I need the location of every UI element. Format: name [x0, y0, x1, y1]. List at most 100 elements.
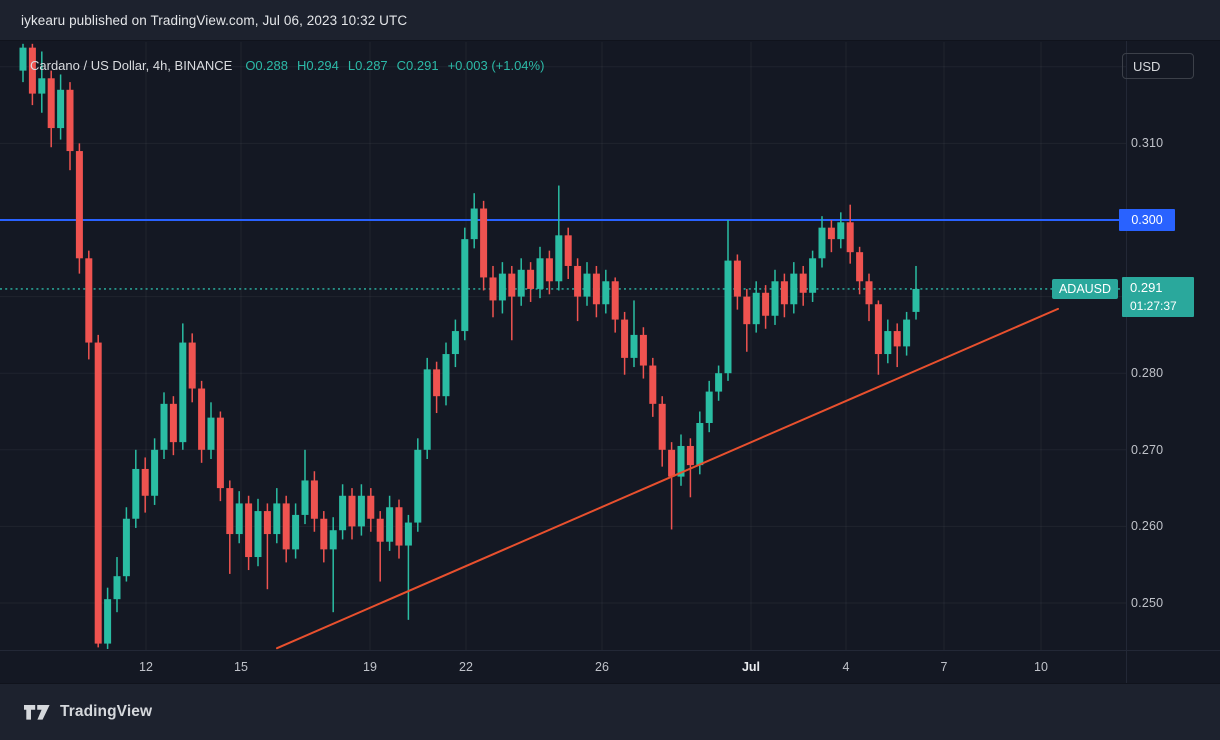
publish-info-bar: iykearu published on TradingView.com, Ju…: [0, 0, 1220, 41]
candle-body: [649, 365, 657, 404]
candle-body: [216, 417, 224, 489]
candle-body: [668, 449, 676, 477]
last-price-box: 0.291 01:27:37: [1122, 276, 1194, 317]
candle-body: [188, 342, 196, 389]
time-tick-label: Jul: [741, 660, 761, 674]
candle-body: [461, 239, 469, 332]
candle-body: [386, 507, 394, 542]
candle-body: [705, 391, 713, 423]
candle-body: [536, 258, 544, 289]
candle-body: [555, 235, 563, 282]
candle-body: [489, 277, 497, 301]
candle-body: [348, 495, 356, 527]
price-tick-label: 0.250: [1131, 596, 1164, 610]
candle-body: [66, 89, 74, 152]
candle-body: [724, 260, 732, 374]
price-axis-separator: [1126, 41, 1127, 683]
candle-body: [677, 445, 685, 477]
legend-high: H0.294: [296, 58, 339, 73]
candle-body: [19, 47, 27, 71]
candle-body: [451, 331, 459, 355]
legend-low: L0.287: [347, 58, 388, 73]
legend-close: C0.291: [396, 58, 439, 73]
price-tick-label: 0.280: [1131, 366, 1164, 381]
candle-body: [611, 281, 619, 320]
candle-body: [696, 422, 704, 466]
tradingview-logo-icon[interactable]: [24, 704, 51, 720]
time-axis-separator: [0, 650, 1220, 651]
candle-body: [733, 260, 741, 297]
candle-body: [771, 281, 779, 316]
candle-body: [320, 518, 328, 550]
candle-body: [151, 449, 159, 496]
candle-body: [57, 89, 65, 129]
time-axis[interactable]: 12 15 19 22 26 Jul 4 7 10: [0, 651, 1220, 683]
time-tick-label: 12: [139, 660, 153, 674]
candle-body: [301, 480, 309, 515]
time-tick-label: 4: [842, 660, 850, 674]
currency-toggle-button[interactable]: USD: [1122, 53, 1194, 79]
candle-body: [508, 273, 516, 297]
symbol-title[interactable]: Cardano / US Dollar, 4h, BINANCE: [30, 58, 233, 73]
candle-body: [395, 507, 403, 546]
time-tick-label: 22: [459, 660, 473, 674]
candle-body: [141, 468, 149, 496]
candle-body: [818, 227, 826, 259]
candle-body: [28, 47, 36, 94]
candle-body: [621, 319, 629, 358]
candle-body: [592, 273, 600, 305]
candle-body: [470, 208, 478, 240]
legend-change: +0.003 (+1.04%): [447, 58, 545, 73]
candle-body: [574, 265, 582, 297]
candle-body: [686, 445, 694, 466]
candle-body: [639, 334, 647, 366]
candle-body: [893, 331, 901, 347]
candle-body: [602, 281, 610, 305]
candle-body: [226, 488, 234, 535]
time-tick-label: 7: [940, 660, 948, 674]
candle-body: [583, 273, 591, 297]
candle-body: [480, 208, 488, 278]
candle-body: [310, 480, 318, 519]
chart-legend: Cardano / US Dollar, 4h, BINANCE O0.288 …: [30, 58, 544, 73]
candle-body: [47, 78, 55, 129]
price-axis[interactable]: USD 0.310 0.280 0.270 0.260 0.250 0.300 0.29…: [1119, 41, 1220, 650]
candle-body: [414, 449, 422, 523]
candle-body: [837, 222, 845, 240]
candle-body: [292, 514, 300, 550]
ascending-trendline: [276, 307, 1059, 650]
candle-body: [658, 403, 666, 450]
candle-body: [630, 334, 638, 358]
currency-toggle-label: USD: [1133, 58, 1161, 74]
candle-body: [273, 503, 281, 535]
candle-body: [762, 292, 770, 316]
candle-body: [846, 222, 854, 253]
price-tick-label: 0.260: [1131, 519, 1164, 534]
time-tick-label: 10: [1034, 660, 1048, 674]
legend-open: O0.288: [245, 58, 288, 73]
candle-body: [564, 235, 572, 266]
candle-body: [94, 342, 102, 644]
candle-body: [404, 522, 412, 546]
candle-body: [85, 258, 93, 343]
tradingview-brand-text[interactable]: TradingView: [60, 703, 153, 720]
candle-body: [809, 258, 817, 293]
candle-body: [245, 503, 253, 558]
candle-body: [856, 252, 864, 282]
candle-body: [799, 273, 807, 293]
candle-body: [498, 273, 506, 301]
publish-info-text: iykearu published on TradingView.com, Ju…: [21, 12, 408, 28]
candle-body: [329, 530, 337, 550]
candle-body: [198, 388, 206, 450]
candle-body: [442, 354, 450, 397]
resistance-price-label: 0.300: [1119, 209, 1175, 231]
candle-body: [433, 369, 441, 397]
candle-body: [865, 281, 873, 305]
time-tick-label: 26: [595, 660, 609, 674]
candle-body: [874, 304, 882, 355]
candle-body: [357, 495, 365, 527]
time-tick-label: 19: [363, 660, 377, 674]
candle-body: [160, 403, 168, 450]
